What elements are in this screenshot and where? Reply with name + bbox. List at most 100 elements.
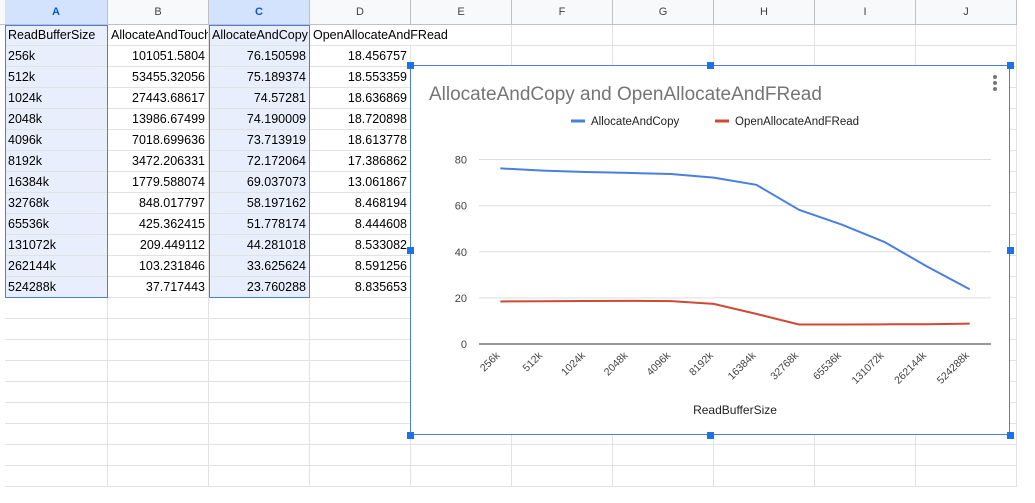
- resize-handle-right[interactable]: [1007, 247, 1014, 254]
- column-header-g[interactable]: G: [613, 0, 714, 25]
- data-cell[interactable]: 74.57281: [209, 88, 310, 109]
- empty-cell[interactable]: [714, 25, 815, 46]
- column-header-i[interactable]: I: [815, 0, 916, 25]
- empty-cell[interactable]: [5, 403, 108, 424]
- empty-cell[interactable]: [310, 319, 411, 340]
- empty-cell[interactable]: [108, 445, 209, 466]
- column-header-b[interactable]: B: [108, 0, 209, 25]
- column-header-f[interactable]: F: [512, 0, 613, 25]
- empty-cell[interactable]: [411, 46, 512, 67]
- empty-cell[interactable]: [411, 445, 512, 466]
- data-cell[interactable]: 13.061867: [310, 172, 411, 193]
- empty-cell[interactable]: [5, 298, 108, 319]
- data-cell[interactable]: 72.172064: [209, 151, 310, 172]
- data-cell[interactable]: 18.613778: [310, 130, 411, 151]
- data-cell[interactable]: 8.835653: [310, 277, 411, 298]
- data-cell[interactable]: 512k: [5, 67, 108, 88]
- data-cell[interactable]: 1779.588074: [108, 172, 209, 193]
- empty-cell[interactable]: [714, 445, 815, 466]
- empty-cell[interactable]: [310, 298, 411, 319]
- empty-cell[interactable]: [209, 466, 310, 487]
- data-cell[interactable]: 524288k: [5, 277, 108, 298]
- data-cell[interactable]: 51.778174: [209, 214, 310, 235]
- line-chart[interactable]: AllocateAndCopy and OpenAllocateAndFRead…: [410, 65, 1010, 435]
- empty-cell[interactable]: [613, 466, 714, 487]
- data-cell[interactable]: 76.150598: [209, 46, 310, 67]
- data-cell[interactable]: 848.017797: [108, 193, 209, 214]
- empty-cell[interactable]: [209, 319, 310, 340]
- empty-cell[interactable]: [108, 361, 209, 382]
- data-cell[interactable]: 74.190009: [209, 109, 310, 130]
- empty-cell[interactable]: [815, 445, 916, 466]
- empty-cell[interactable]: [310, 466, 411, 487]
- empty-cell[interactable]: [916, 466, 1017, 487]
- empty-cell[interactable]: [209, 361, 310, 382]
- header-cell[interactable]: ReadBufferSize: [5, 25, 108, 46]
- data-cell[interactable]: 18.636869: [310, 88, 411, 109]
- data-cell[interactable]: 256k: [5, 46, 108, 67]
- empty-cell[interactable]: [916, 25, 1017, 46]
- data-cell[interactable]: 32768k: [5, 193, 108, 214]
- data-cell[interactable]: 13986.67499: [108, 109, 209, 130]
- data-cell[interactable]: 27443.68617: [108, 88, 209, 109]
- data-cell[interactable]: 18.553359: [310, 67, 411, 88]
- column-header-d[interactable]: D: [310, 0, 411, 25]
- data-cell[interactable]: 37.717443: [108, 277, 209, 298]
- data-cell[interactable]: 7018.699636: [108, 130, 209, 151]
- empty-cell[interactable]: [310, 403, 411, 424]
- empty-cell[interactable]: [5, 319, 108, 340]
- resize-handle-top-right[interactable]: [1007, 62, 1014, 69]
- empty-cell[interactable]: [310, 340, 411, 361]
- empty-cell[interactable]: [108, 424, 209, 445]
- empty-cell[interactable]: [5, 445, 108, 466]
- data-cell[interactable]: 3472.206331: [108, 151, 209, 172]
- empty-cell[interactable]: [5, 361, 108, 382]
- column-header-a[interactable]: A: [5, 0, 108, 25]
- data-cell[interactable]: 8.468194: [310, 193, 411, 214]
- data-cell[interactable]: 4096k: [5, 130, 108, 151]
- header-cell[interactable]: OpenAllocateAndFRead: [310, 25, 510, 46]
- data-cell[interactable]: 69.037073: [209, 172, 310, 193]
- resize-handle-top-left[interactable]: [407, 62, 414, 69]
- empty-cell[interactable]: [209, 298, 310, 319]
- column-header-j[interactable]: J: [916, 0, 1017, 25]
- column-header-c[interactable]: C: [209, 0, 310, 25]
- chart-menu-icon[interactable]: [993, 73, 999, 93]
- resize-handle-bottom[interactable]: [707, 432, 714, 439]
- data-cell[interactable]: 8.444608: [310, 214, 411, 235]
- data-cell[interactable]: 16384k: [5, 172, 108, 193]
- empty-cell[interactable]: [613, 25, 714, 46]
- data-cell[interactable]: 73.713919: [209, 130, 310, 151]
- empty-cell[interactable]: [714, 46, 815, 67]
- empty-cell[interactable]: [310, 382, 411, 403]
- empty-cell[interactable]: [512, 25, 613, 46]
- empty-cell[interactable]: [310, 424, 411, 445]
- empty-cell[interactable]: [310, 361, 411, 382]
- empty-cell[interactable]: [916, 46, 1017, 67]
- data-cell[interactable]: 23.760288: [209, 277, 310, 298]
- empty-cell[interactable]: [512, 445, 613, 466]
- data-cell[interactable]: 65536k: [5, 214, 108, 235]
- data-cell[interactable]: 8192k: [5, 151, 108, 172]
- data-cell[interactable]: 17.386862: [310, 151, 411, 172]
- empty-cell[interactable]: [916, 445, 1017, 466]
- data-cell[interactable]: 209.449112: [108, 235, 209, 256]
- empty-cell[interactable]: [5, 466, 108, 487]
- resize-handle-top[interactable]: [707, 62, 714, 69]
- header-cell[interactable]: AllocateAndCopy: [209, 25, 310, 46]
- empty-cell[interactable]: [5, 382, 108, 403]
- resize-handle-left[interactable]: [407, 247, 414, 254]
- data-cell[interactable]: 53455.32056: [108, 67, 209, 88]
- data-cell[interactable]: 18.720898: [310, 109, 411, 130]
- empty-cell[interactable]: [108, 466, 209, 487]
- data-cell[interactable]: 33.625624: [209, 256, 310, 277]
- data-cell[interactable]: 75.189374: [209, 67, 310, 88]
- empty-cell[interactable]: [108, 319, 209, 340]
- empty-cell[interactable]: [613, 46, 714, 67]
- empty-cell[interactable]: [815, 466, 916, 487]
- empty-cell[interactable]: [512, 46, 613, 67]
- empty-cell[interactable]: [5, 340, 108, 361]
- empty-cell[interactable]: [512, 466, 613, 487]
- empty-cell[interactable]: [411, 466, 512, 487]
- empty-cell[interactable]: [209, 403, 310, 424]
